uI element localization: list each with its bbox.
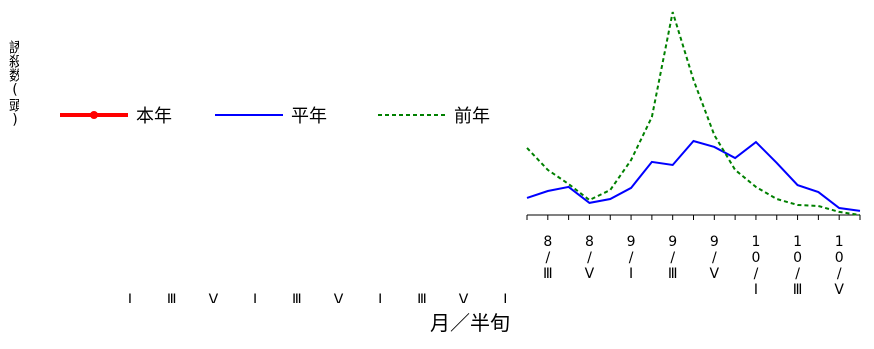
- clipped-tick-label: Ⅰ: [503, 292, 507, 308]
- clipped-tick-label: Ⅲ: [292, 292, 302, 308]
- x-axis-label: 月／半旬: [430, 311, 510, 335]
- x-tick-label: 10/Ⅰ: [748, 234, 764, 298]
- clipped-tick-label: Ⅰ: [253, 292, 257, 308]
- x-tick-label: 10/Ⅴ: [831, 234, 847, 298]
- x-tick-label: 9/Ⅴ: [706, 234, 722, 282]
- x-tick-label: 10/Ⅲ: [790, 234, 806, 298]
- legend-label: 本年: [136, 106, 172, 127]
- legend-label: 平年: [291, 106, 327, 127]
- clipped-tick-label: Ⅲ: [167, 292, 177, 308]
- clipped-tick-label: Ⅰ: [378, 292, 382, 308]
- x-tick-label: 8/Ⅴ: [581, 234, 597, 282]
- clipped-tick-label: Ⅰ: [128, 292, 132, 308]
- x-tick-label: 9/Ⅲ: [665, 234, 681, 282]
- clipped-tick-label: Ⅴ: [209, 292, 219, 308]
- y-axis-label: 誘殺数(頭): [7, 40, 23, 128]
- series-line: [526, 11, 861, 216]
- clipped-tick-label: Ⅲ: [417, 292, 427, 308]
- clipped-tick-label: Ⅴ: [334, 292, 344, 308]
- series-line: [526, 139, 861, 212]
- x-tick-label: 9/Ⅰ: [623, 234, 639, 282]
- legend-marker: [90, 111, 98, 119]
- clipped-tick-label: Ⅴ: [459, 292, 469, 308]
- x-tick-label: 8/Ⅲ: [540, 234, 556, 282]
- legend-label: 前年: [454, 106, 490, 127]
